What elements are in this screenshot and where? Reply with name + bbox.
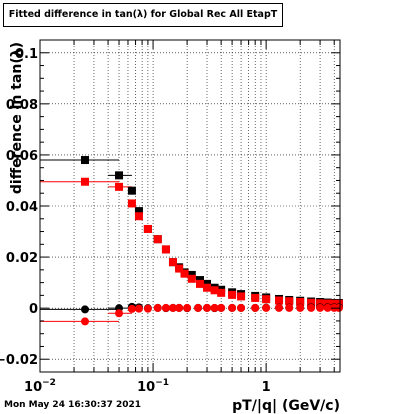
data-point-square bbox=[275, 296, 284, 305]
data-point-square bbox=[80, 177, 89, 186]
data-point-circle bbox=[153, 303, 162, 312]
data-point-circle bbox=[161, 303, 170, 312]
y-tick-label: 0.1 bbox=[15, 47, 38, 62]
y-tick-label: 0.06 bbox=[6, 149, 38, 164]
x-tick-label: 10−1 bbox=[137, 378, 169, 395]
data-point-circle bbox=[134, 304, 143, 313]
data-point-square bbox=[307, 298, 316, 307]
y-axis-label: difference in tan(λ) bbox=[9, 42, 25, 194]
data-point-square bbox=[187, 274, 196, 283]
x-tick-label: 10−2 bbox=[24, 378, 56, 395]
x-tick-labels: 10−2 10−1 1 bbox=[24, 378, 271, 395]
data-point-square bbox=[285, 297, 294, 306]
data-point-square bbox=[80, 156, 89, 165]
y-tick-label: 0 bbox=[29, 302, 38, 317]
data-point-square bbox=[175, 264, 184, 273]
data-point-circle bbox=[316, 303, 325, 312]
data-point-square bbox=[217, 288, 226, 297]
y-tick-label: 0.02 bbox=[6, 251, 38, 266]
data-markers bbox=[80, 156, 343, 326]
data-point-square bbox=[134, 212, 143, 221]
data-point-square bbox=[262, 295, 271, 304]
data-point-square bbox=[115, 171, 124, 180]
data-point-square bbox=[143, 224, 152, 233]
axis-ticks bbox=[39, 40, 340, 373]
y-tick-labels: −0.02 0 0.02 0.04 0.06 0.08 0.1 bbox=[0, 47, 38, 368]
data-point-circle bbox=[80, 305, 89, 314]
data-point-circle bbox=[194, 303, 203, 312]
data-point-square bbox=[237, 292, 246, 301]
date-stamp: Mon May 24 16:30:37 2021 bbox=[4, 400, 142, 410]
data-point-square bbox=[127, 186, 136, 195]
data-point-circle bbox=[217, 303, 226, 312]
data-point-square bbox=[228, 290, 237, 299]
data-point-circle bbox=[285, 303, 294, 312]
data-point-square bbox=[168, 258, 177, 267]
data-point-circle bbox=[168, 303, 177, 312]
data-point-square bbox=[127, 199, 136, 208]
x-axis-label: pT/|q| (GeV/c) bbox=[232, 398, 340, 414]
data-point-square bbox=[161, 245, 170, 254]
data-point-circle bbox=[175, 303, 184, 312]
data-point-square bbox=[195, 279, 204, 288]
data-point-circle bbox=[296, 303, 305, 312]
data-point-circle bbox=[183, 303, 192, 312]
data-point-square bbox=[296, 298, 305, 307]
data-point-circle bbox=[115, 309, 124, 318]
data-point-square bbox=[203, 283, 212, 292]
data-point-circle bbox=[228, 303, 237, 312]
x-tick-label: 1 bbox=[262, 380, 271, 395]
data-point-circle bbox=[307, 303, 316, 312]
data-point-square bbox=[316, 299, 325, 308]
data-point-square bbox=[134, 207, 143, 216]
y-tick-label: −0.02 bbox=[0, 353, 38, 368]
data-point-square bbox=[180, 269, 189, 278]
data-point-square bbox=[210, 286, 219, 295]
data-point-square bbox=[115, 182, 124, 191]
data-point-circle bbox=[210, 303, 219, 312]
data-point-circle bbox=[275, 303, 284, 312]
data-point-square bbox=[251, 293, 260, 302]
data-point-circle bbox=[237, 303, 246, 312]
data-point-circle bbox=[262, 303, 271, 312]
data-point-circle bbox=[80, 317, 89, 326]
data-point-circle bbox=[203, 303, 212, 312]
chart-title: Fitted difference in tan(λ) for Global R… bbox=[3, 3, 283, 27]
y-tick-label: 0.08 bbox=[6, 98, 38, 113]
data-point-square bbox=[153, 235, 162, 244]
data-point-circle bbox=[251, 303, 260, 312]
data-point-circle bbox=[143, 304, 152, 313]
data-point-circle bbox=[323, 303, 332, 312]
y-tick-label: 0.04 bbox=[6, 200, 38, 215]
data-point-circle bbox=[127, 304, 136, 313]
